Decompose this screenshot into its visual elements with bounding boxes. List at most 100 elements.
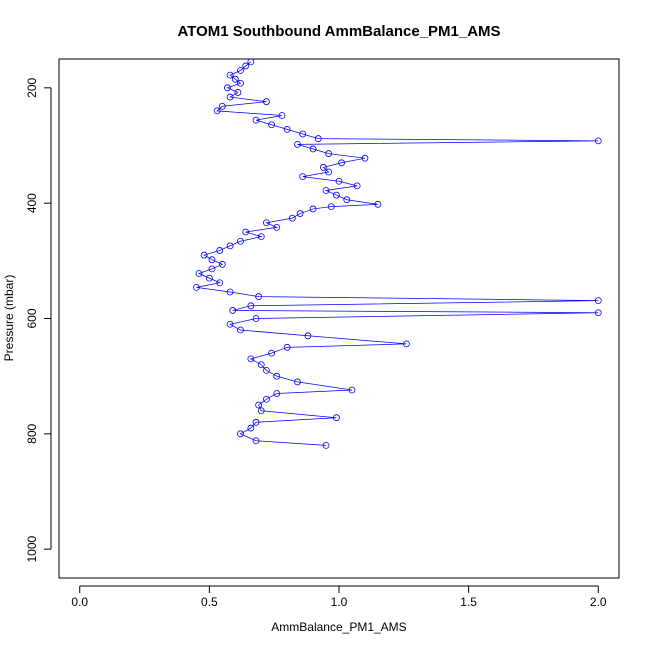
data-point: [231, 75, 239, 83]
data-point: [213, 107, 221, 115]
data-point: [335, 177, 343, 185]
data-point: [247, 424, 255, 432]
data-point: [218, 102, 226, 110]
data-point: [268, 349, 275, 357]
data-point: [263, 366, 270, 374]
data-point: [327, 203, 335, 211]
data-point: [374, 200, 382, 208]
data-point: [237, 237, 244, 245]
data-point: [268, 121, 275, 129]
data-point: [200, 251, 208, 259]
data-point: [594, 137, 602, 145]
data-point: [263, 98, 270, 106]
data-point: [216, 247, 224, 254]
data-point: [237, 79, 244, 87]
data-point: [283, 125, 291, 133]
data-point: [242, 62, 250, 70]
data-point: [226, 242, 234, 250]
data-point: [257, 407, 265, 415]
data-point: [226, 288, 234, 296]
x-tick-label: 1.0: [331, 595, 348, 609]
y-axis-label: Pressure (mbar): [2, 275, 16, 362]
series-line: [196, 61, 599, 446]
data-point: [234, 89, 242, 96]
data-point: [353, 182, 361, 190]
data-point: [252, 437, 260, 445]
data-point: [263, 395, 270, 403]
data-point: [325, 150, 333, 157]
y-tick-label: 200: [25, 78, 39, 98]
y-tick-label: 600: [25, 308, 39, 328]
data-point: [252, 116, 260, 124]
axes-layer: 0.0 0.5 1.0 1.5 2.0 200 400 600 800 1000: [25, 78, 607, 609]
data-point: [338, 159, 345, 167]
data-point: [594, 297, 602, 305]
data-point: [361, 154, 369, 162]
data-point: [309, 145, 317, 153]
data-point: [242, 228, 250, 236]
data-point: [594, 309, 602, 317]
data-point: [294, 140, 301, 148]
data-point: [333, 414, 340, 422]
data-point: [283, 343, 291, 351]
data-point: [252, 315, 260, 322]
data-point: [247, 59, 255, 66]
data-point: [208, 256, 216, 264]
chart-title: ATOM1 Southbound AmmBalance_PM1_AMS: [177, 23, 500, 40]
data-point: [273, 390, 281, 397]
y-tick-label: 1000: [25, 535, 39, 562]
x-tick-label: 0.0: [71, 595, 88, 609]
data-point: [288, 214, 296, 222]
x-tick-label: 2.0: [590, 595, 607, 609]
data-point: [226, 320, 234, 328]
data-point: [278, 112, 286, 119]
data-point: [299, 173, 307, 181]
data-point: [237, 430, 244, 438]
data-point: [193, 283, 200, 291]
data-point: [263, 219, 270, 227]
x-tick-label: 1.5: [460, 595, 477, 609]
data-point: [304, 332, 312, 340]
data-point: [247, 355, 255, 363]
data-point: [273, 372, 281, 380]
data-point: [224, 84, 231, 92]
series-layer: [193, 59, 602, 449]
data-point: [226, 93, 234, 101]
data-point: [309, 205, 317, 213]
data-point: [333, 191, 340, 199]
data-point: [255, 293, 263, 300]
data-point: [273, 223, 281, 231]
data-point: [257, 361, 265, 369]
data-point: [348, 386, 356, 394]
data-point: [403, 340, 410, 348]
data-point: [208, 265, 216, 273]
data-point: [294, 378, 301, 386]
data-point: [247, 302, 255, 310]
data-point: [237, 67, 244, 74]
data-point: [320, 164, 327, 171]
y-tick-label: 400: [25, 193, 39, 213]
data-point: [216, 279, 224, 287]
data-point: [299, 130, 307, 138]
data-point: [314, 135, 322, 142]
data-point: [226, 71, 234, 79]
plot-border: [58, 58, 620, 579]
data-point: [205, 274, 213, 282]
data-point: [237, 326, 244, 334]
data-point: [343, 196, 351, 204]
data-point: [296, 210, 304, 217]
x-axis-label: AmmBalance_PM1_AMS: [271, 620, 406, 634]
x-tick-label: 0.5: [201, 595, 218, 609]
data-point: [322, 441, 330, 449]
data-point: [252, 418, 260, 426]
data-point: [255, 401, 263, 409]
data-point: [257, 233, 265, 241]
data-point: [229, 307, 237, 314]
data-point: [195, 270, 203, 277]
data-point: [218, 260, 226, 268]
data-point: [325, 168, 333, 176]
y-tick-label: 800: [25, 424, 39, 444]
data-point: [322, 187, 330, 194]
